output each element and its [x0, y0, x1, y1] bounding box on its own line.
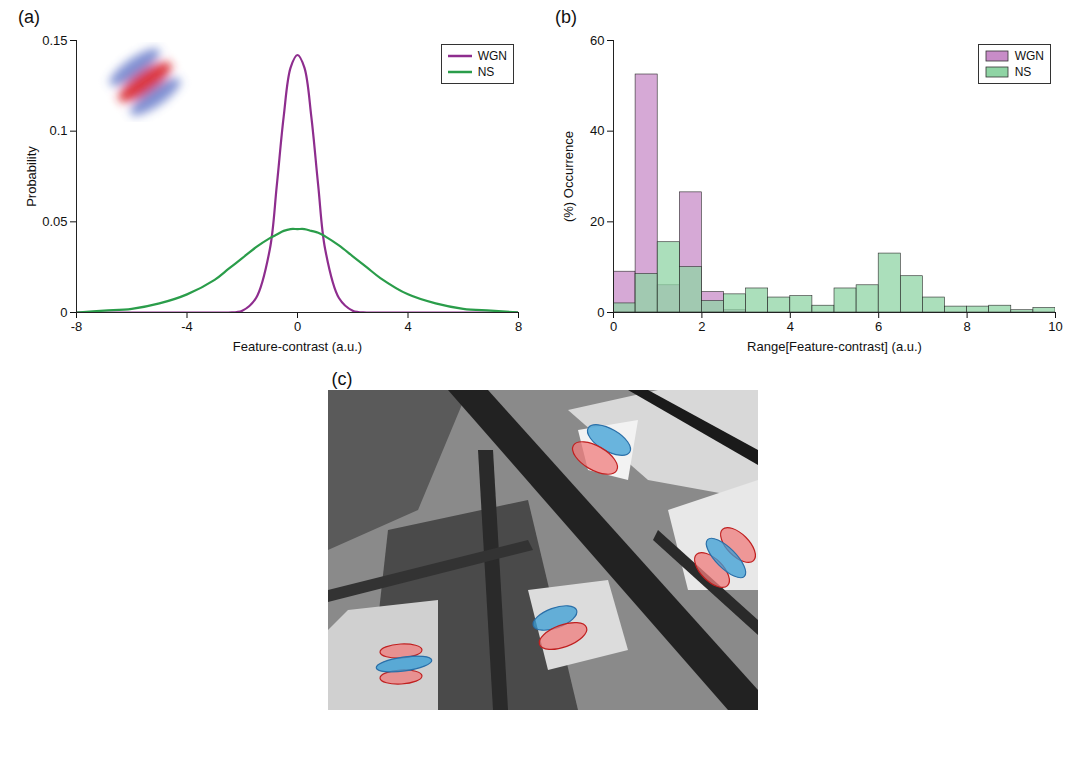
html-text:WGN: WGN	[477, 49, 507, 63]
svg-text:60: 60	[590, 33, 604, 48]
svg-text:8: 8	[963, 319, 970, 334]
html-text:NS: NS	[1014, 65, 1032, 79]
svg-text:10: 10	[1048, 319, 1062, 334]
svg-text:0: 0	[597, 305, 604, 320]
svg-text:0: 0	[294, 319, 301, 334]
svg-text:Range[Feature-contrast] (a.u.): Range[Feature-contrast] (a.u.)	[747, 339, 922, 354]
svg-text:Feature-contrast (a.u.): Feature-contrast (a.u.)	[233, 339, 362, 354]
svg-text:8: 8	[515, 319, 522, 334]
svg-text:4: 4	[404, 319, 411, 334]
svg-text:(%) Occurrence: (%) Occurrence	[561, 131, 576, 222]
html-text:(b): (b)	[555, 7, 577, 27]
svg-text:0.15: 0.15	[42, 33, 67, 48]
svg-text:Probability: Probability	[24, 146, 39, 207]
svg-text:-4: -4	[181, 319, 193, 334]
svg-text:4: 4	[787, 319, 794, 334]
html-text:WGN: WGN	[1014, 49, 1044, 63]
svg-text:2: 2	[698, 319, 705, 334]
svg-text:0.1: 0.1	[49, 123, 67, 138]
html-text:(a): (a)	[18, 7, 40, 27]
svg-text:40: 40	[590, 123, 604, 138]
svg-text:0: 0	[60, 305, 67, 320]
svg-text:0: 0	[610, 319, 617, 334]
svg-text:-8: -8	[71, 319, 83, 334]
html-text:(c): (c)	[331, 369, 353, 389]
svg-text:20: 20	[590, 214, 604, 229]
html-text:NS: NS	[477, 65, 495, 79]
svg-text:0.05: 0.05	[42, 214, 67, 229]
svg-text:6: 6	[875, 319, 882, 334]
